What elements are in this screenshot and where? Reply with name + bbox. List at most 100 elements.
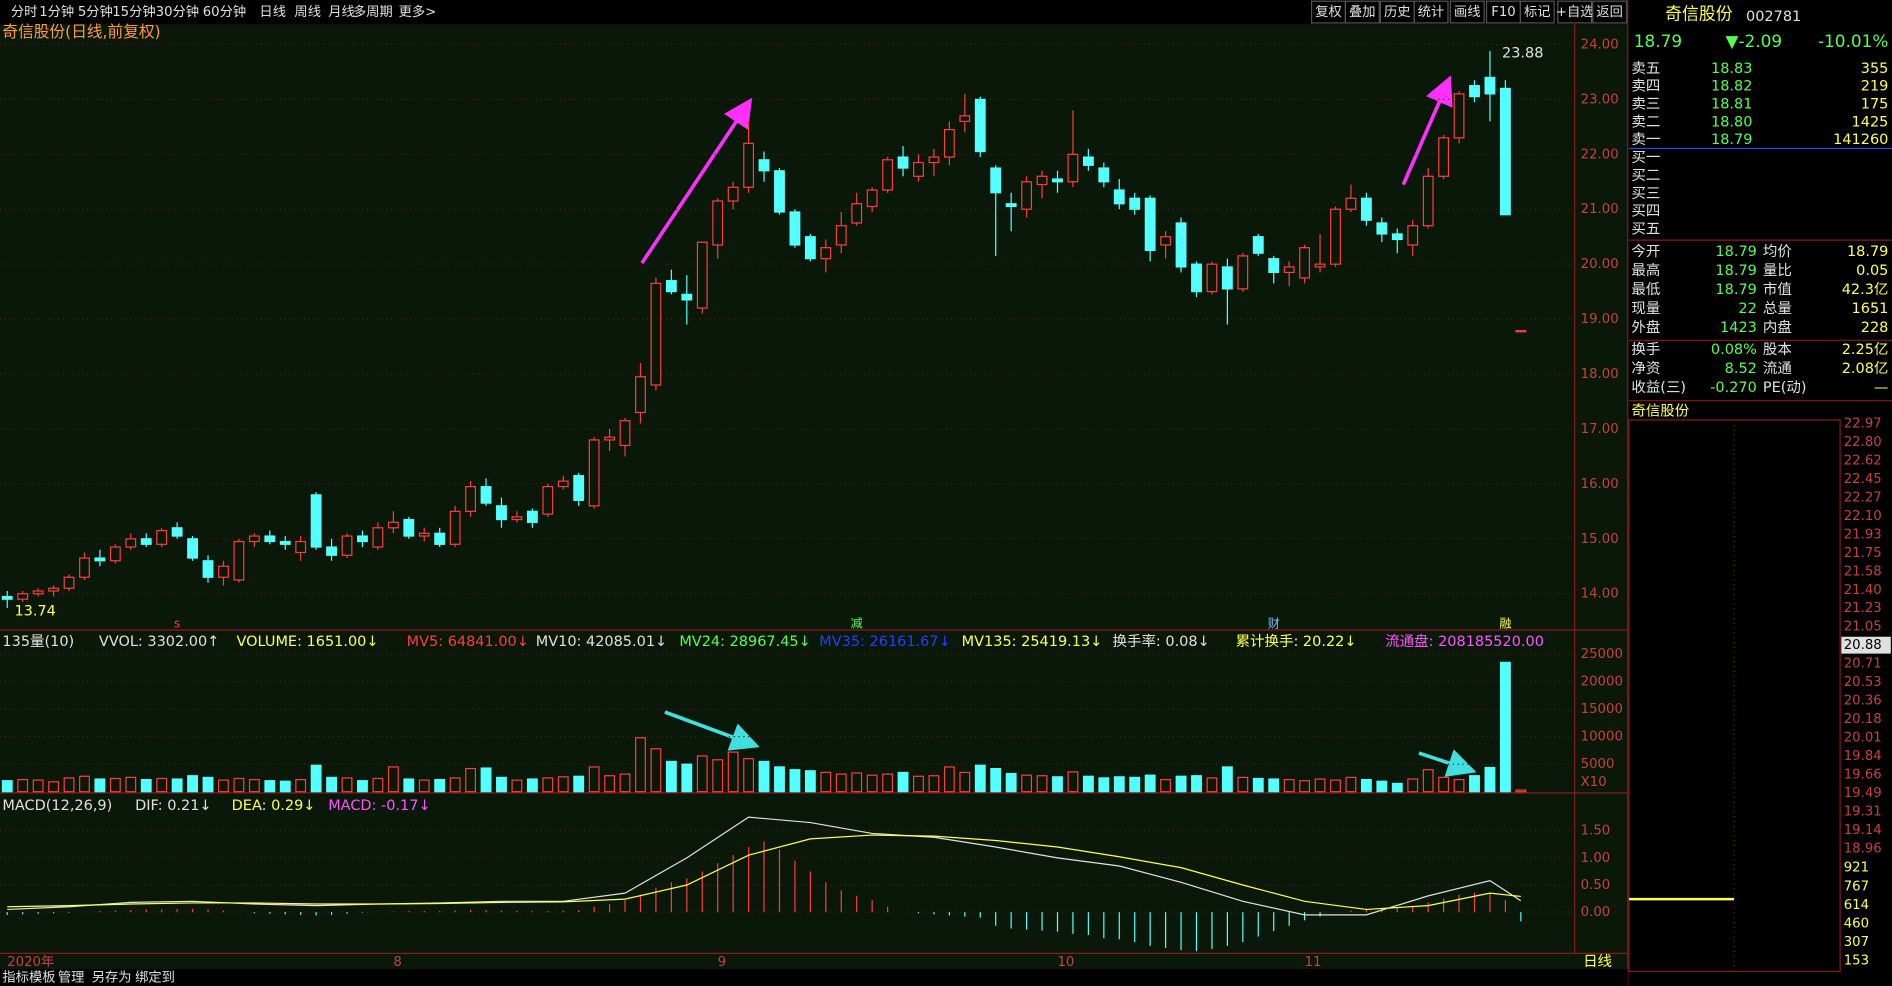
period-button[interactable]: 5分钟 bbox=[78, 3, 113, 20]
price-tick-label: 20.00 bbox=[1581, 257, 1619, 272]
mini-price-label: 22.27 bbox=[1844, 490, 1882, 505]
candle-body bbox=[48, 587, 60, 592]
candle-body bbox=[1098, 167, 1110, 183]
volume-bar bbox=[1021, 774, 1033, 793]
candle-body bbox=[279, 540, 291, 545]
volume-bar bbox=[1191, 775, 1202, 793]
low-label: 13.74 bbox=[14, 604, 55, 620]
tool-button[interactable] bbox=[1557, 0, 1593, 24]
ask-label: 卖一 bbox=[1631, 131, 1660, 148]
volume-bar bbox=[109, 777, 121, 793]
volume-bar bbox=[928, 775, 940, 793]
volume-bar bbox=[758, 760, 770, 793]
volume-bar bbox=[94, 778, 106, 793]
volume-bar bbox=[1052, 776, 1063, 793]
price-tick-label: 24.00 bbox=[1581, 37, 1619, 52]
candle-body bbox=[1469, 85, 1480, 98]
mini-price-label: 22.10 bbox=[1844, 509, 1882, 524]
tab[interactable]: 指标 bbox=[2, 970, 29, 986]
volume-bar bbox=[820, 771, 832, 793]
volume-bar bbox=[387, 766, 399, 793]
volume-bar bbox=[1438, 776, 1450, 793]
volume-bar bbox=[959, 771, 971, 793]
tab[interactable]: 另存为 bbox=[92, 970, 132, 986]
candle-body bbox=[1237, 255, 1249, 290]
stat-value: — bbox=[1874, 380, 1888, 396]
tool-button[interactable] bbox=[1413, 0, 1449, 24]
period-button[interactable]: 日线 bbox=[259, 4, 286, 20]
volume-bar bbox=[1144, 774, 1156, 793]
period-button[interactable]: 多周期 bbox=[353, 3, 393, 20]
volume-bar bbox=[619, 773, 631, 793]
price-change: ▼-2.09 bbox=[1725, 31, 1782, 51]
period-button[interactable]: 1分钟 bbox=[39, 3, 74, 20]
candle-body bbox=[619, 420, 631, 447]
period-button[interactable]: 30分钟 bbox=[156, 3, 199, 20]
volume-bar bbox=[1160, 778, 1172, 793]
period-button[interactable]: 周线 bbox=[294, 4, 321, 20]
candle-body bbox=[187, 538, 199, 559]
indicator-label: 换手率: 0.08↓ bbox=[1113, 633, 1210, 650]
bid-label: 买一 bbox=[1631, 149, 1660, 166]
period-button[interactable]: 分时 bbox=[11, 4, 38, 20]
candle-body bbox=[1422, 175, 1434, 227]
mini-price-label: 21.05 bbox=[1844, 620, 1882, 635]
tab[interactable]: 绑定到 bbox=[135, 970, 175, 986]
tool-button[interactable] bbox=[1344, 0, 1380, 24]
mini-price-label: 20.01 bbox=[1844, 731, 1882, 746]
candle-body bbox=[588, 439, 600, 507]
period-button[interactable]: 15分钟 bbox=[112, 3, 155, 20]
candle-body bbox=[696, 241, 708, 309]
period-button[interactable]: 更多> bbox=[399, 3, 437, 20]
price-tick-label: 16.00 bbox=[1581, 477, 1619, 492]
macd-tick-label: 0.50 bbox=[1581, 878, 1611, 893]
candle-body bbox=[17, 593, 29, 600]
candle-body bbox=[604, 436, 616, 441]
candle-body bbox=[1360, 197, 1372, 221]
volume-bar bbox=[295, 778, 307, 793]
candle-body bbox=[1144, 197, 1156, 252]
volume-bar bbox=[650, 748, 662, 793]
tab[interactable]: 模板 bbox=[29, 970, 56, 986]
x-tick-label: 9 bbox=[718, 955, 726, 970]
candle-body bbox=[1052, 178, 1063, 183]
ask-volume: 141260 bbox=[1833, 132, 1888, 148]
tab-bar bbox=[0, 969, 1628, 986]
candle-body bbox=[79, 557, 90, 578]
tool-button[interactable] bbox=[1592, 0, 1628, 24]
candle-body bbox=[496, 505, 507, 521]
candle-body bbox=[1453, 93, 1465, 139]
candle-body bbox=[820, 247, 832, 260]
volume-bar bbox=[511, 779, 523, 793]
ask-volume: 1425 bbox=[1852, 114, 1889, 130]
stat-label: 换手 bbox=[1631, 341, 1660, 358]
indicator-label: MV10: 42085.01↓ bbox=[536, 634, 667, 650]
price-tick-label: 14.00 bbox=[1581, 587, 1619, 602]
mini-footer: 日线 bbox=[1583, 953, 1612, 970]
candle-body bbox=[32, 590, 44, 595]
ask-volume: 175 bbox=[1861, 97, 1889, 113]
tool-button[interactable] bbox=[1519, 0, 1555, 24]
stat-label: 净资 bbox=[1631, 360, 1660, 377]
volume-bar bbox=[63, 777, 75, 793]
candle-body bbox=[758, 159, 770, 172]
volume-bar bbox=[1005, 772, 1017, 793]
mini-price-label: 22.97 bbox=[1844, 417, 1882, 432]
tab[interactable]: 管理 bbox=[58, 970, 85, 986]
candle-body bbox=[1021, 181, 1033, 210]
volume-bar bbox=[1283, 778, 1295, 793]
volume-bar bbox=[665, 760, 677, 793]
mini-price-label: 20.18 bbox=[1844, 712, 1882, 727]
mini-price-label: 19.84 bbox=[1844, 749, 1882, 764]
period-button[interactable]: 月线 bbox=[328, 4, 355, 20]
period-button[interactable]: 60分钟 bbox=[203, 3, 246, 20]
candle-body bbox=[943, 128, 955, 158]
candle-body bbox=[480, 486, 492, 504]
volume-bar bbox=[1360, 778, 1372, 793]
arrow bbox=[640, 97, 753, 265]
candle-body bbox=[1, 595, 13, 600]
volume-bar bbox=[1268, 778, 1280, 793]
mini-price-label: 20.88 bbox=[1844, 638, 1882, 653]
tool-button[interactable] bbox=[1449, 0, 1485, 24]
price-tick-label: 19.00 bbox=[1581, 312, 1619, 327]
